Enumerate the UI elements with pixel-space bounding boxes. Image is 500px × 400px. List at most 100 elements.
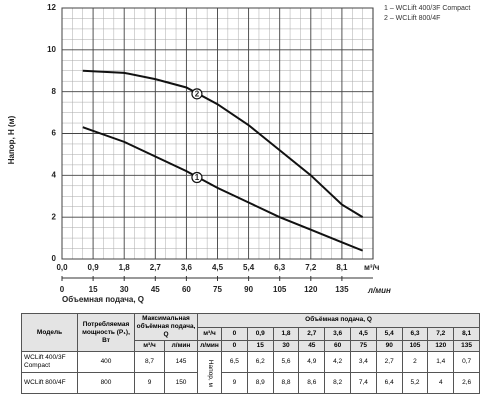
table-cell: 0,9 (246, 326, 274, 341)
table-cell: 6,5 (221, 351, 248, 373)
table-cell: 6,2 (246, 351, 274, 373)
x-unit: м³/ч (364, 263, 380, 272)
table-cell: 75 (350, 340, 377, 352)
x-tick-label: 4,5 (212, 263, 224, 272)
curve (82, 126, 364, 252)
curve-marker (191, 88, 203, 100)
x-tick-label: 6,3 (274, 263, 286, 272)
table-cell: 400 (77, 351, 135, 373)
x2-unit: л/мин (367, 286, 391, 295)
table-cell: WCLift 400/3F Compact (21, 351, 78, 373)
cell-text: Напор, м (206, 358, 214, 387)
table-cell: 60 (324, 340, 351, 352)
x2-tick-label: 120 (304, 285, 318, 294)
table-cell: 4 (427, 372, 455, 394)
table-cell: 8,6 (298, 372, 326, 394)
table-cell: м³/ч (197, 326, 223, 341)
table-cell: 8,8 (272, 372, 300, 394)
chart: Напор, H (м) Объемная подача, Q м³/ч л/м… (7, 3, 391, 304)
x2-tick-label: 75 (213, 285, 222, 294)
table-cell: 8,1 (453, 326, 480, 341)
y-tick-label: 4 (52, 170, 57, 179)
table-cell: 7,2 (427, 326, 455, 341)
y-tick-label: 2 (52, 212, 57, 221)
table-row: WCLift 400/3F Compact 400 8,7 145 Напор, м 6,… (21, 351, 480, 394)
table-cell: 120 (427, 340, 455, 352)
y-tick-label: 10 (47, 45, 56, 54)
curve (82, 69, 364, 219)
table-cell: 3,4 (350, 351, 377, 373)
table-cell: 150 (163, 372, 199, 394)
table-cell: 4,2 (324, 351, 351, 373)
table-cell: л/мин (197, 340, 223, 352)
curve-marker-label: 2 (195, 89, 200, 98)
x-tick-label: 7,2 (305, 263, 317, 272)
table-row: Модель Потребляемая мощность (P₁), Вт Макс… (21, 313, 480, 352)
table-cell: 2 (401, 351, 429, 373)
table-cell: 9 (221, 372, 248, 394)
table-cell: 5,4 (375, 326, 403, 341)
x2-tick-label: 30 (120, 285, 129, 294)
table-cell: Потребляемая мощность (P₁), Вт (77, 313, 135, 352)
table-cell: 0,7 (453, 351, 480, 373)
table-cell: 2,7 (375, 351, 403, 373)
y-tick-label: 12 (47, 3, 56, 12)
table-cell: 145 (163, 351, 199, 373)
table-cell: 5,2 (401, 372, 429, 394)
x2-tick-label: 135 (335, 285, 349, 294)
table-cell: 0 (221, 340, 248, 352)
table-cell: 800 (77, 372, 135, 394)
table-cell: 8,7 (134, 351, 165, 373)
table-cell: Модель (21, 313, 78, 352)
table-cell: 0 (221, 326, 248, 341)
legend-entry: 2 – WCLift 800/4F (384, 15, 441, 22)
x2-tick-label: 45 (151, 285, 160, 294)
table-cell: 8,2 (324, 372, 351, 394)
x-axis-title: Объемная подача, Q (62, 295, 144, 304)
table-cell: 7,4 (350, 372, 377, 394)
table-cell: 6,4 (375, 372, 403, 394)
x2-tick-label: 60 (182, 285, 191, 294)
table-cell: 4,5 (350, 326, 377, 341)
table-cell: 1,8 (272, 326, 300, 341)
table-cell: 135 (453, 340, 480, 352)
table-row: м³/ч 0 0,9 1,8 2,7 3,6 4,5 5,4 6,3 7,2 8,1 (22, 326, 480, 341)
y-tick-label: 8 (52, 87, 57, 96)
table-cell: 9 (134, 372, 165, 394)
table-cell: WCLift 800/4F (21, 372, 78, 394)
table-row: WCLift 800/4F 800 9 150 9 8,9 8,8 8,6 8,2 7,4 6,4 5… (21, 372, 480, 394)
table-cell: 3,6 (324, 326, 351, 341)
curve-marker (191, 171, 203, 184)
y-axis-title: Напор, H (м) (7, 115, 16, 164)
table-cell: 6,3 (401, 326, 429, 341)
x2-tick-label: 15 (89, 285, 98, 294)
legend: 1 – WCLift 400/3F Compact 2 – WCLift 800/… (384, 4, 484, 24)
table-cell: 2,7 (298, 326, 326, 341)
spec-table: Модель Потребляемая мощность (P₁), Вт Макс… (21, 313, 480, 394)
x-tick-label: 1,8 (119, 263, 131, 272)
table-cell: Напор, м (197, 351, 222, 394)
table-cell: 15 (246, 340, 274, 352)
x2-tick-label: 0 (60, 285, 65, 294)
table-cell: 4,9 (298, 351, 326, 373)
table-cell: 1,4 (427, 351, 455, 373)
x-tick-label: 0,9 (88, 263, 100, 272)
table-cell: 30 (272, 340, 300, 352)
x-tick-label: 0,0 (56, 263, 68, 272)
table-cell: 105 (401, 340, 429, 352)
table-cell: 45 (298, 340, 326, 352)
x-tick-label: 8,1 (336, 263, 348, 272)
y-tick-label: 6 (52, 129, 57, 138)
curve-marker-label: 1 (195, 173, 200, 182)
x-tick-label: 5,4 (243, 263, 255, 272)
table-cell: 2,6 (453, 372, 480, 394)
x2-tick-label: 105 (273, 285, 287, 294)
table-cell: Объёмная подача, Q (197, 313, 480, 328)
table-cell: 8,9 (246, 372, 274, 394)
x-tick-label: 3,6 (181, 263, 193, 272)
table-cell: Максимальная объёмная подача, Q (133, 313, 199, 341)
legend-entry: 1 – WCLift 400/3F Compact (384, 5, 471, 12)
table-cell: л/мин (163, 340, 199, 352)
table-cell: 5,6 (272, 351, 300, 373)
